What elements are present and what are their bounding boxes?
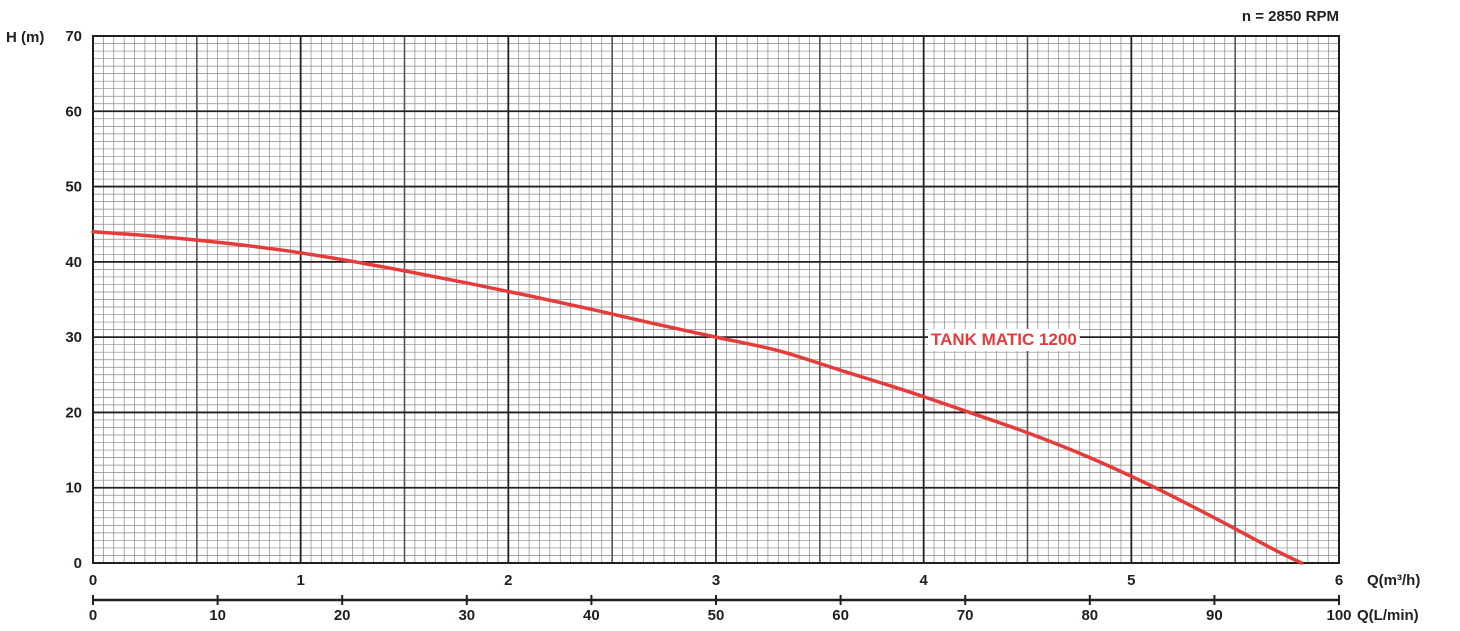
secondary-x-tick-label: 0 [89,607,97,624]
y-tick-label: 70 [65,28,82,45]
primary-x-tick-label: 4 [919,572,928,589]
y-tick-labels: 0 10 20 30 40 50 60 70 [65,28,82,572]
plot-frame [92,35,1340,564]
y-tick-label: 50 [65,179,82,196]
secondary-x-tick-label: 70 [957,607,974,624]
secondary-x-tick-label: 90 [1206,607,1223,624]
secondary-x-tick-label: 100 [1326,607,1351,624]
secondary-x-tick-label: 20 [334,607,351,624]
rpm-annotation: n = 2850 RPM [1242,8,1339,25]
y-tick-label: 40 [65,254,82,271]
secondary-x-tick-label: 30 [458,607,475,624]
secondary-x-tick-label: 10 [209,607,226,624]
primary-x-tick-label: 1 [296,572,304,589]
y-tick-label: 60 [65,103,82,120]
secondary-x-tick-label: 40 [583,607,600,624]
primary-x-tick-label: 2 [504,572,512,589]
y-tick-label: 0 [74,555,82,572]
y-tick-label: 20 [65,404,82,421]
y-tick-label: 10 [65,480,82,497]
major-gridlines [93,36,1339,563]
primary-x-tick-labels: 0 1 2 3 4 5 6 [89,572,1343,589]
series-label-background [928,329,1080,351]
y-axis-label: H (m) [6,29,44,46]
secondary-x-tick-label: 80 [1081,607,1098,624]
primary-x-tick-label: 6 [1335,572,1343,589]
series-line-tank-matic-1200 [91,229,1304,565]
primary-x-tick-label: 5 [1127,572,1135,589]
y-tick-label: 30 [65,329,82,346]
secondary-x-tick-labels: 0 10 20 30 40 50 60 70 80 90 100 [89,607,1352,624]
secondary-x-tick-label: 60 [832,607,849,624]
primary-x-axis-label: Q(m³/h) [1367,572,1420,589]
secondary-x-axis-label: Q(L/min) [1357,607,1419,624]
primary-x-tick-label: 3 [712,572,720,589]
secondary-x-axis-ticks [92,595,1340,605]
secondary-x-tick-label: 50 [708,607,725,624]
series-labels: TANK MATIC 1200 [928,329,1080,351]
series-label-tank-matic-1200: TANK MATIC 1200 [931,330,1077,349]
primary-x-tick-label: 0 [89,572,97,589]
